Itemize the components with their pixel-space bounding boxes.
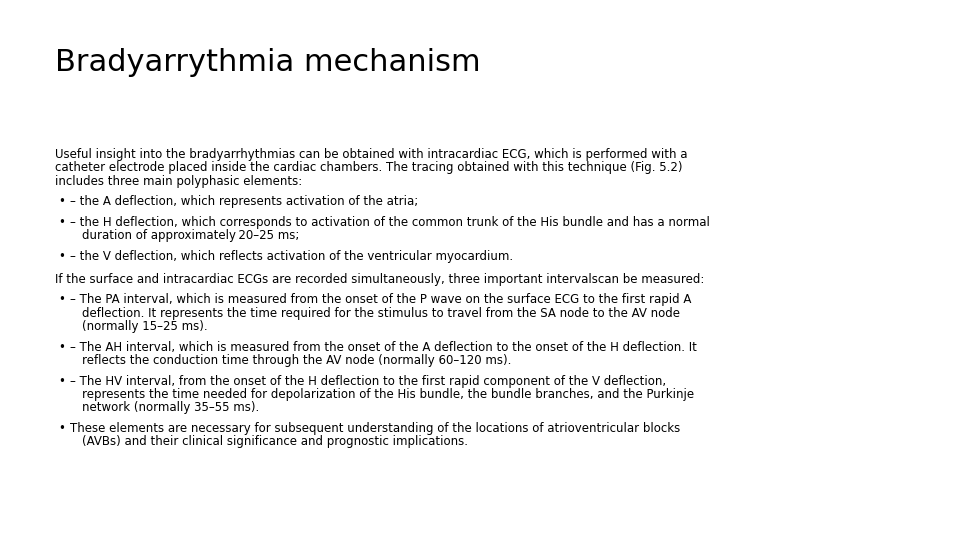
Text: If the surface and intracardiac ECGs are recorded simultaneously, three importan: If the surface and intracardiac ECGs are… [55,273,705,286]
Text: network (normally 35–55 ms).: network (normally 35–55 ms). [82,402,259,415]
Text: – the A deflection, which represents activation of the atria;: – the A deflection, which represents act… [70,195,419,208]
Text: •: • [58,375,65,388]
Text: – The PA interval, which is measured from the onset of the P wave on the surface: – The PA interval, which is measured fro… [70,293,691,306]
Text: •: • [58,422,65,435]
Text: •: • [58,216,65,229]
Text: represents the time needed for depolarization of the His bundle, the bundle bran: represents the time needed for depolariz… [82,388,694,401]
Text: includes three main polyphasic elements:: includes three main polyphasic elements: [55,175,302,188]
Text: catheter electrode placed inside the cardiac chambers. The tracing obtained with: catheter electrode placed inside the car… [55,161,683,174]
Text: – The AH interval, which is measured from the onset of the A deflection to the o: – The AH interval, which is measured fro… [70,341,697,354]
Text: deflection. It represents the time required for the stimulus to travel from the : deflection. It represents the time requi… [82,307,680,320]
Text: – the H deflection, which corresponds to activation of the common trunk of the H: – the H deflection, which corresponds to… [70,216,709,229]
Text: duration of approximately 20–25 ms;: duration of approximately 20–25 ms; [82,230,300,242]
Text: – the V deflection, which reflects activation of the ventricular myocardium.: – the V deflection, which reflects activ… [70,250,514,263]
Text: Bradyarrythmia mechanism: Bradyarrythmia mechanism [55,48,481,77]
Text: •: • [58,250,65,263]
Text: reflects the conduction time through the AV node (normally 60–120 ms).: reflects the conduction time through the… [82,354,512,367]
Text: (AVBs) and their clinical significance and prognostic implications.: (AVBs) and their clinical significance a… [82,435,468,449]
Text: – The HV interval, from the onset of the H deflection to the first rapid compone: – The HV interval, from the onset of the… [70,375,666,388]
Text: •: • [58,341,65,354]
Text: Useful insight into the bradyarrhythmias can be obtained with intracardiac ECG, : Useful insight into the bradyarrhythmias… [55,148,687,161]
Text: •: • [58,293,65,306]
Text: These elements are necessary for subsequent understanding of the locations of at: These elements are necessary for subsequ… [70,422,681,435]
Text: •: • [58,195,65,208]
Text: (normally 15–25 ms).: (normally 15–25 ms). [82,320,207,333]
